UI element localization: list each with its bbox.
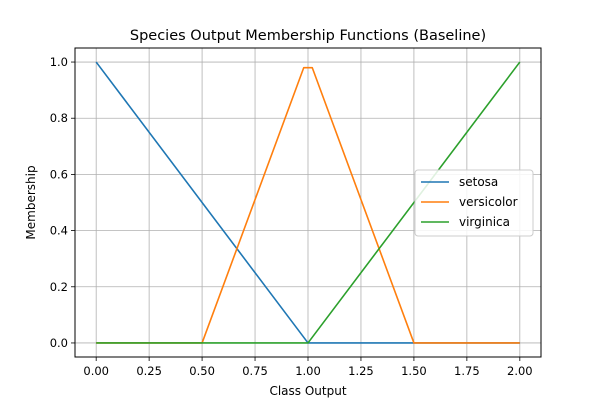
y-axis-label: Membership: [24, 165, 38, 239]
x-tick-label: 0.25: [136, 364, 162, 378]
legend-box: [414, 169, 534, 237]
x-axis-label: Class Output: [269, 384, 346, 398]
y-tick-label: 0.2: [50, 280, 68, 294]
y-tick-label: 0.8: [50, 111, 68, 125]
x-tick-label: 1.00: [295, 364, 321, 378]
legend-label-versicolor: versicolor: [459, 195, 518, 209]
legend: setosa versicolor virginica: [414, 169, 534, 237]
x-tick-label: 0.75: [242, 364, 268, 378]
y-tick-label: 0.0: [50, 336, 68, 350]
y-tick-label: 0.4: [50, 224, 68, 238]
legend-label-virginica: virginica: [459, 215, 510, 229]
x-tick-label: 1.25: [348, 364, 374, 378]
y-tick-label: 1.0: [50, 55, 68, 69]
x-tick-label: 1.75: [454, 364, 480, 378]
x-tick-label: 0.00: [83, 364, 109, 378]
x-tick-label: 1.50: [401, 364, 427, 378]
axis-ticks: 0.00 0.25 0.50 0.75 1.00 1.25 1.50 1.75 2.00 0.0 0…: [50, 55, 533, 378]
series-line-virginica: [96, 61, 521, 344]
x-tick-label: 0.50: [189, 364, 215, 378]
x-tick-label: 2.00: [507, 364, 533, 378]
legend-label-setosa: setosa: [459, 175, 498, 189]
series-lines: [95, 61, 521, 344]
chart-title: Species Output Membership Functions (Bas…: [130, 28, 486, 44]
y-tick-label: 0.6: [50, 167, 68, 181]
